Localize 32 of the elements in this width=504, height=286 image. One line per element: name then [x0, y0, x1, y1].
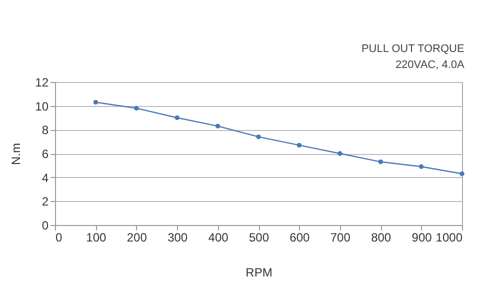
x-tick-label: 300 [168, 230, 188, 244]
point [256, 134, 261, 140]
point [460, 171, 464, 176]
point [418, 164, 424, 169]
point [134, 106, 139, 111]
x-tick-label: 800 [371, 230, 392, 244]
x-tick-label: 100 [86, 230, 107, 244]
x-tick-label: 500 [248, 230, 270, 244]
y-tick-label: 8 [42, 123, 49, 138]
text: 220VAC, 4.0A [395, 59, 465, 71]
x-axis-title: RPM [246, 266, 272, 280]
point [338, 151, 342, 156]
y-tick-label: 12 [35, 76, 49, 90]
point [93, 100, 98, 105]
y-tick-label: 6 [42, 147, 49, 161]
x-tick-label: 1000 [436, 230, 463, 244]
x-tick-label: 200 [126, 230, 148, 244]
x-tick-label: 700 [330, 230, 351, 244]
x-tick-label: 400 [208, 230, 229, 244]
point [378, 160, 383, 164]
point [174, 115, 180, 120]
point [215, 124, 220, 128]
x-tick-label: 900 [412, 230, 432, 244]
point [296, 142, 302, 148]
y-tick-label: 2 [42, 194, 49, 209]
x-tick-label: 0 [56, 230, 62, 244]
y-tick-label: 10 [35, 99, 49, 114]
y-tick-label: 0 [42, 218, 49, 232]
y-tick-label: 4 [42, 170, 49, 185]
text: PULL OUT TORQUE [361, 43, 464, 55]
x-tick-label: 600 [290, 230, 310, 244]
y-axis-title: N.m [9, 143, 24, 165]
